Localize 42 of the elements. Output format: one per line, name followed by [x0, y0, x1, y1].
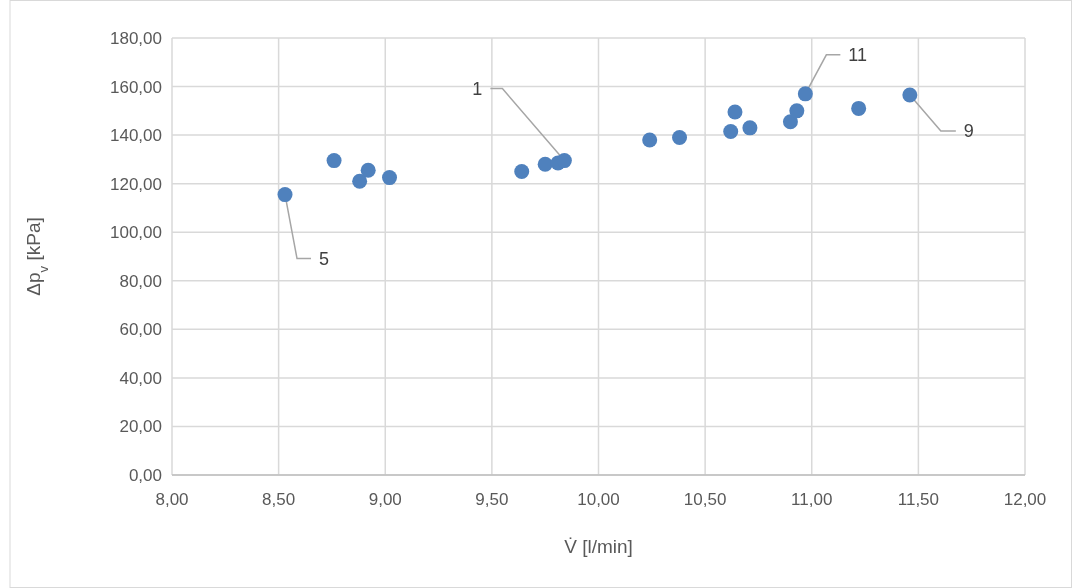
x-tick-label: 12,00	[1003, 490, 1047, 509]
y-tick-label: 140,00	[110, 126, 162, 146]
y-tick-label: 20,00	[119, 417, 162, 437]
y-tick-label: 60,00	[119, 320, 162, 340]
y-tick-label: 80,00	[119, 271, 162, 291]
point	[727, 104, 743, 120]
point	[556, 153, 572, 169]
y-tick-label: 120,00	[110, 174, 162, 194]
point	[723, 123, 739, 139]
point	[514, 164, 530, 180]
x-axis-title: V̇ [l/min]	[564, 536, 633, 557]
point	[797, 86, 813, 102]
y-tick-label: 160,00	[110, 77, 162, 97]
point	[672, 130, 688, 146]
annotation: 9	[963, 121, 974, 142]
x-tick-label: 10,00	[577, 490, 620, 509]
y-tick-label: 0,00	[128, 465, 162, 485]
y-tick-label: 100,00	[110, 223, 162, 243]
point	[277, 187, 293, 203]
x-tick-label: 9,00	[368, 490, 402, 509]
point	[789, 103, 805, 119]
point	[902, 87, 918, 103]
x-tick-label: 11,00	[791, 490, 833, 509]
y-tick-label: 180,00	[110, 28, 162, 48]
point	[382, 170, 398, 186]
point	[851, 100, 867, 116]
x-tick-label: 8,50	[262, 490, 296, 509]
point	[326, 153, 342, 169]
x-tick-label: 8,00	[155, 490, 189, 509]
annotation: 1	[472, 78, 483, 99]
point	[742, 120, 758, 136]
x-tick-label: 11,50	[897, 490, 940, 509]
x-tick-label: 9,50	[475, 490, 509, 509]
annotation: 5	[319, 248, 330, 269]
point	[360, 162, 376, 178]
point	[782, 114, 798, 130]
x-tick-label: 10,50	[683, 490, 727, 509]
point	[352, 173, 368, 189]
point	[537, 156, 553, 172]
point	[642, 132, 658, 148]
y-tick-label: 40,00	[119, 368, 162, 388]
annotation: 11	[848, 45, 868, 66]
